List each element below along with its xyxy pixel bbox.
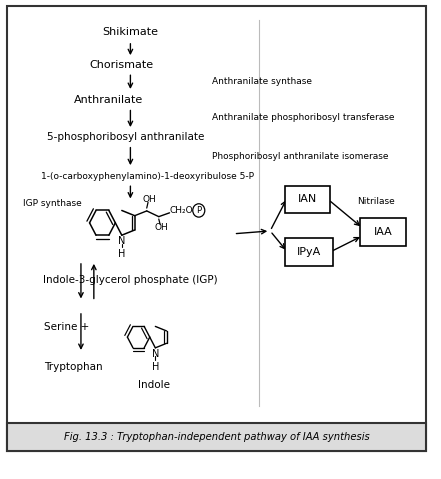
Text: Shikimate: Shikimate bbox=[102, 27, 158, 37]
Text: 1-(o-carboxyphenylamino)-1-deoxyribulose 5-P: 1-(o-carboxyphenylamino)-1-deoxyribulose… bbox=[41, 171, 254, 181]
Text: Fig. 13.3 : Tryptophan-independent pathway of IAA synthesis: Fig. 13.3 : Tryptophan-independent pathw… bbox=[64, 432, 369, 442]
Text: H: H bbox=[118, 250, 126, 260]
Text: P: P bbox=[196, 206, 202, 215]
Text: H: H bbox=[152, 362, 159, 372]
Text: Anthranilate synthase: Anthranilate synthase bbox=[212, 77, 312, 86]
Text: OH: OH bbox=[154, 223, 168, 232]
Text: IGP synthase: IGP synthase bbox=[23, 199, 82, 208]
FancyBboxPatch shape bbox=[285, 238, 333, 266]
Text: Tryptophan: Tryptophan bbox=[45, 362, 103, 372]
Text: OH: OH bbox=[142, 194, 156, 204]
Text: 5-phosphoribosyl anthranilate: 5-phosphoribosyl anthranilate bbox=[48, 132, 205, 142]
Text: N: N bbox=[152, 349, 159, 359]
Text: Anthranilate phosphoribosyl transferase: Anthranilate phosphoribosyl transferase bbox=[212, 113, 395, 122]
FancyBboxPatch shape bbox=[7, 423, 426, 451]
Text: Anthranilate: Anthranilate bbox=[74, 95, 143, 105]
Text: Indole-3-glycerol phosphate (IGP): Indole-3-glycerol phosphate (IGP) bbox=[43, 275, 218, 285]
Text: CH₂O: CH₂O bbox=[170, 206, 194, 216]
Text: Serine +: Serine + bbox=[45, 322, 90, 331]
Text: IPyA: IPyA bbox=[297, 247, 321, 257]
Text: Chorismate: Chorismate bbox=[90, 60, 154, 70]
Text: N: N bbox=[118, 236, 126, 246]
Text: IAA: IAA bbox=[374, 227, 392, 237]
Text: Indole: Indole bbox=[138, 380, 170, 390]
FancyBboxPatch shape bbox=[7, 6, 426, 451]
FancyBboxPatch shape bbox=[285, 186, 330, 213]
Text: Nitrilase: Nitrilase bbox=[357, 197, 394, 206]
Text: IAN: IAN bbox=[298, 194, 318, 205]
Circle shape bbox=[193, 204, 205, 217]
FancyBboxPatch shape bbox=[360, 218, 406, 246]
Text: Phosphoribosyl anthranilate isomerase: Phosphoribosyl anthranilate isomerase bbox=[212, 152, 389, 161]
